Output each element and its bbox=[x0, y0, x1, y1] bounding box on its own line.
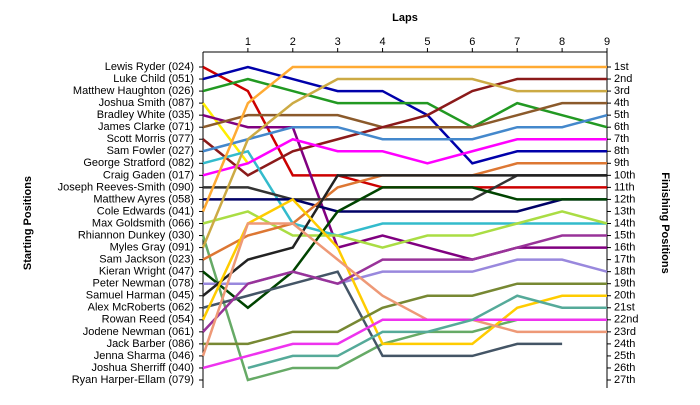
driver-label: James Clarke (071) bbox=[98, 121, 194, 133]
x-tick-label: 9 bbox=[604, 36, 610, 48]
y2-tick-label: 4th bbox=[614, 97, 629, 109]
driver-label: Matthew Ayres (058) bbox=[93, 193, 194, 205]
position-line bbox=[202, 149, 607, 237]
position-line bbox=[201, 222, 607, 357]
x-tick-label: 4 bbox=[379, 36, 385, 48]
driver-label: Matthew Haughton (026) bbox=[73, 85, 194, 97]
driver-label: Lewis Ryder (024) bbox=[105, 61, 194, 73]
y2-tick-label: 20th bbox=[614, 290, 635, 302]
y2-tick-label: 14th bbox=[614, 217, 635, 229]
position-line bbox=[202, 101, 607, 129]
x-tick-label: 7 bbox=[514, 36, 520, 48]
y2-axis-title: Finishing Positions bbox=[659, 172, 671, 273]
y2-tick-label: 2nd bbox=[614, 73, 632, 85]
y2-tick-label: 27th bbox=[614, 374, 635, 386]
driver-label: Kieran Wright (047) bbox=[99, 266, 194, 278]
y2-tick-label: 18th bbox=[614, 266, 635, 278]
y-axis-title: Starting Positions bbox=[22, 176, 34, 270]
y2-tick-label: 17th bbox=[614, 254, 635, 266]
y2-tick-label: 25th bbox=[614, 350, 635, 362]
y2-tick-label: 23rd bbox=[614, 326, 636, 338]
y2-tick-label: 13th bbox=[614, 205, 635, 217]
driver-label: Joshua Sherriff (040) bbox=[91, 362, 194, 374]
x-tick-label: 1 bbox=[245, 36, 251, 48]
y2-tick-label: 1st bbox=[614, 61, 629, 73]
y2-tick-label: 5th bbox=[614, 109, 629, 121]
position-line bbox=[203, 282, 607, 346]
driver-label: Myles Gray (091) bbox=[110, 241, 194, 253]
driver-label: Craig Gaden (017) bbox=[103, 169, 194, 181]
x-tick-label: 6 bbox=[469, 36, 475, 48]
position-line bbox=[202, 318, 607, 370]
position-line bbox=[202, 113, 608, 153]
y2-tick-label: 7th bbox=[614, 133, 629, 145]
y2-tick-label: 6th bbox=[614, 121, 629, 133]
position-line bbox=[202, 77, 607, 177]
y2-tick-label: 26th bbox=[614, 362, 635, 374]
driver-label: Bradley White (035) bbox=[97, 109, 194, 121]
driver-label: George Stratford (082) bbox=[83, 157, 194, 169]
driver-label: Rowan Reed (054) bbox=[102, 314, 194, 326]
position-line bbox=[201, 77, 607, 249]
y2-tick-label: 24th bbox=[614, 338, 635, 350]
x-tick-label: 5 bbox=[424, 36, 430, 48]
chart-title: Laps bbox=[392, 12, 418, 24]
driver-label: Luke Child (051) bbox=[113, 73, 194, 85]
position-line bbox=[201, 65, 607, 212]
y2-tick-label: 8th bbox=[614, 145, 629, 157]
y2-tick-label: 21st bbox=[614, 302, 635, 314]
y2-tick-label: 9th bbox=[614, 157, 629, 169]
driver-label: Peter Newman (078) bbox=[93, 278, 195, 290]
y2-tick-label: 16th bbox=[614, 241, 635, 253]
y2-tick-label: 22nd bbox=[614, 314, 638, 326]
position-line bbox=[203, 198, 607, 213]
driver-label: Joseph Reeves-Smith (090) bbox=[58, 181, 194, 193]
y2-tick-label: 3rd bbox=[614, 85, 630, 97]
x-tick-label: 8 bbox=[559, 36, 565, 48]
driver-label: Sam Fowler (027) bbox=[107, 145, 194, 157]
driver-label: Cole Edwards (041) bbox=[97, 205, 194, 217]
driver-label: Jack Barber (086) bbox=[107, 338, 194, 350]
driver-label: Rhiannon Dunkey (030) bbox=[78, 229, 194, 241]
position-line bbox=[202, 210, 608, 249]
y2-tick-label: 19th bbox=[614, 278, 635, 290]
position-line bbox=[202, 270, 563, 358]
position-line bbox=[202, 137, 607, 177]
y2-tick-label: 15th bbox=[614, 229, 635, 241]
driver-label: Scott Morris (077) bbox=[107, 133, 194, 145]
position-line bbox=[202, 174, 607, 297]
y2-tick-label: 12th bbox=[614, 193, 635, 205]
driver-label: Sam Jackson (023) bbox=[99, 254, 194, 266]
x-tick-label: 3 bbox=[335, 36, 341, 48]
y2-tick-label: 11th bbox=[614, 181, 635, 193]
x-tick-label: 2 bbox=[290, 36, 296, 48]
driver-label: Jodene Newman (061) bbox=[83, 326, 194, 338]
y2-tick-label: 10th bbox=[614, 169, 635, 181]
driver-label: Joshua Smith (087) bbox=[99, 97, 194, 109]
driver-label: Jenna Sharma (046) bbox=[94, 350, 194, 362]
driver-label: Ryan Harper-Ellam (079) bbox=[72, 374, 194, 386]
driver-label: Alex McRoberts (062) bbox=[88, 302, 194, 314]
position-line bbox=[247, 294, 607, 370]
position-line bbox=[202, 234, 607, 333]
driver-label: Samuel Harman (045) bbox=[86, 290, 194, 302]
driver-label: Max Goldsmith (066) bbox=[92, 217, 194, 229]
